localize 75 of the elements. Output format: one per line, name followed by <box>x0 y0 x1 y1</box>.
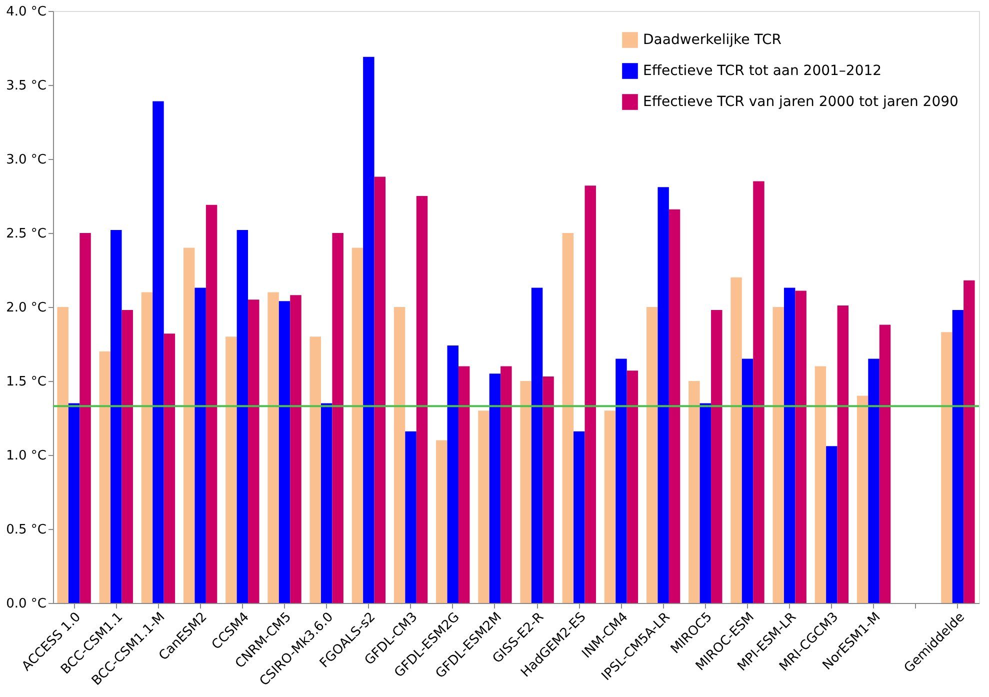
bar <box>730 277 742 603</box>
bar <box>352 248 364 603</box>
legend-label: Effectieve TCR van jaren 2000 tot jaren 2090 <box>643 94 958 110</box>
bar <box>688 381 700 603</box>
bar <box>268 292 279 603</box>
bar <box>194 288 206 603</box>
bar <box>868 358 880 603</box>
bar <box>856 396 868 603</box>
y-tick-label: 0.0 °C <box>6 596 46 612</box>
bar <box>964 280 975 603</box>
bar <box>584 186 596 603</box>
bar <box>141 292 153 603</box>
bar <box>795 290 806 603</box>
bar <box>152 101 164 603</box>
bar <box>784 288 796 603</box>
y-tick-label: 3.0 °C <box>6 152 46 168</box>
bar <box>290 295 302 603</box>
bar <box>837 306 849 603</box>
bar <box>248 300 260 603</box>
bar <box>604 410 616 603</box>
bar <box>658 187 669 603</box>
bar <box>416 196 428 603</box>
bar <box>879 324 891 603</box>
bar <box>668 209 680 603</box>
bar <box>110 230 122 603</box>
y-tick-label: 2.5 °C <box>6 226 46 242</box>
bar <box>458 366 470 603</box>
bar <box>520 381 532 603</box>
bar <box>226 336 237 603</box>
bar <box>57 307 68 603</box>
bar <box>500 366 512 603</box>
legend-label: Daadwerkelijke TCR <box>643 32 782 48</box>
bar <box>206 204 218 603</box>
bar <box>394 307 406 603</box>
bar <box>952 310 964 603</box>
bar <box>826 446 838 603</box>
bar <box>236 230 248 603</box>
bar <box>363 56 374 603</box>
bar <box>814 366 826 603</box>
bar <box>742 358 754 603</box>
bar <box>646 307 658 603</box>
bar <box>574 431 585 603</box>
bar <box>626 370 638 603</box>
bar <box>405 431 416 603</box>
bar <box>310 336 321 603</box>
y-tick-label: 4.0 °C <box>6 4 46 20</box>
bar <box>447 345 458 603</box>
bar <box>183 248 195 603</box>
bar <box>489 374 501 603</box>
bar <box>99 351 111 603</box>
bar <box>700 403 712 603</box>
bar <box>332 233 344 603</box>
bar <box>711 310 722 603</box>
bar <box>80 233 91 603</box>
bar <box>616 358 627 603</box>
bar <box>542 376 554 603</box>
y-tick-label: 3.5 °C <box>6 78 46 94</box>
y-tick-label: 2.0 °C <box>6 300 46 316</box>
y-tick-label: 1.0 °C <box>6 448 46 464</box>
bar <box>122 310 133 603</box>
bar <box>478 410 490 603</box>
y-tick-label: 1.5 °C <box>6 374 46 390</box>
bar <box>941 332 952 603</box>
bar <box>753 181 764 603</box>
bar <box>68 403 80 603</box>
bar <box>562 233 574 603</box>
bar <box>772 307 784 603</box>
bar <box>436 440 448 603</box>
bar <box>320 403 332 603</box>
bar <box>374 176 386 603</box>
y-tick-label: 0.5 °C <box>6 522 46 538</box>
bar <box>164 334 176 603</box>
bar <box>278 301 290 603</box>
legend-label: Effectieve TCR tot aan 2001–2012 <box>643 63 882 79</box>
bar <box>531 288 543 603</box>
